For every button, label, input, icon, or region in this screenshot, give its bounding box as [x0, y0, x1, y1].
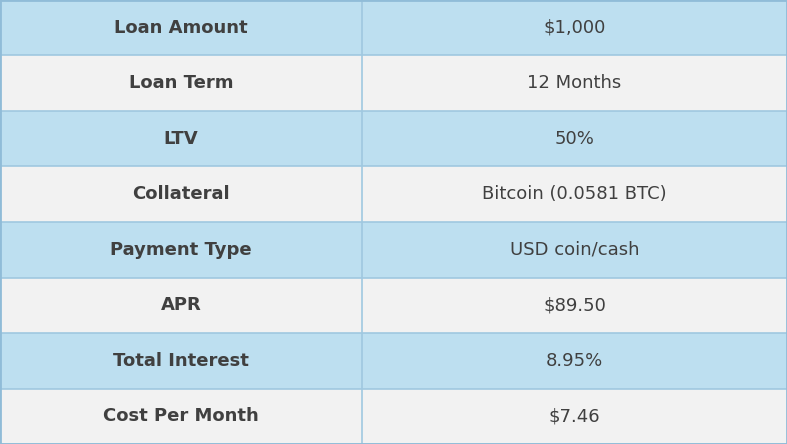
Text: Cost Per Month: Cost Per Month — [103, 407, 259, 425]
Bar — [0, 278, 362, 333]
Bar — [0, 56, 362, 111]
Text: Bitcoin (0.0581 BTC): Bitcoin (0.0581 BTC) — [482, 185, 667, 203]
Bar — [362, 166, 787, 222]
Text: $89.50: $89.50 — [543, 296, 606, 314]
Text: 8.95%: 8.95% — [546, 352, 603, 370]
Bar — [0, 222, 362, 278]
Bar — [362, 56, 787, 111]
Bar — [0, 166, 362, 222]
Text: LTV: LTV — [164, 130, 198, 148]
Bar — [0, 333, 362, 388]
Text: Payment Type: Payment Type — [110, 241, 252, 259]
Text: 50%: 50% — [555, 130, 594, 148]
Text: Collateral: Collateral — [132, 185, 230, 203]
Bar — [362, 388, 787, 444]
Bar — [0, 0, 362, 56]
Text: 12 Months: 12 Months — [527, 74, 622, 92]
Bar — [362, 333, 787, 388]
Text: USD coin/cash: USD coin/cash — [510, 241, 639, 259]
Text: APR: APR — [161, 296, 201, 314]
Bar — [362, 278, 787, 333]
Text: Loan Term: Loan Term — [129, 74, 233, 92]
Bar — [0, 388, 362, 444]
Bar — [362, 0, 787, 56]
Text: $7.46: $7.46 — [549, 407, 600, 425]
Bar — [0, 111, 362, 166]
Text: Loan Amount: Loan Amount — [114, 19, 248, 37]
Text: Total Interest: Total Interest — [113, 352, 249, 370]
Bar — [362, 222, 787, 278]
Bar — [362, 111, 787, 166]
Text: $1,000: $1,000 — [543, 19, 606, 37]
